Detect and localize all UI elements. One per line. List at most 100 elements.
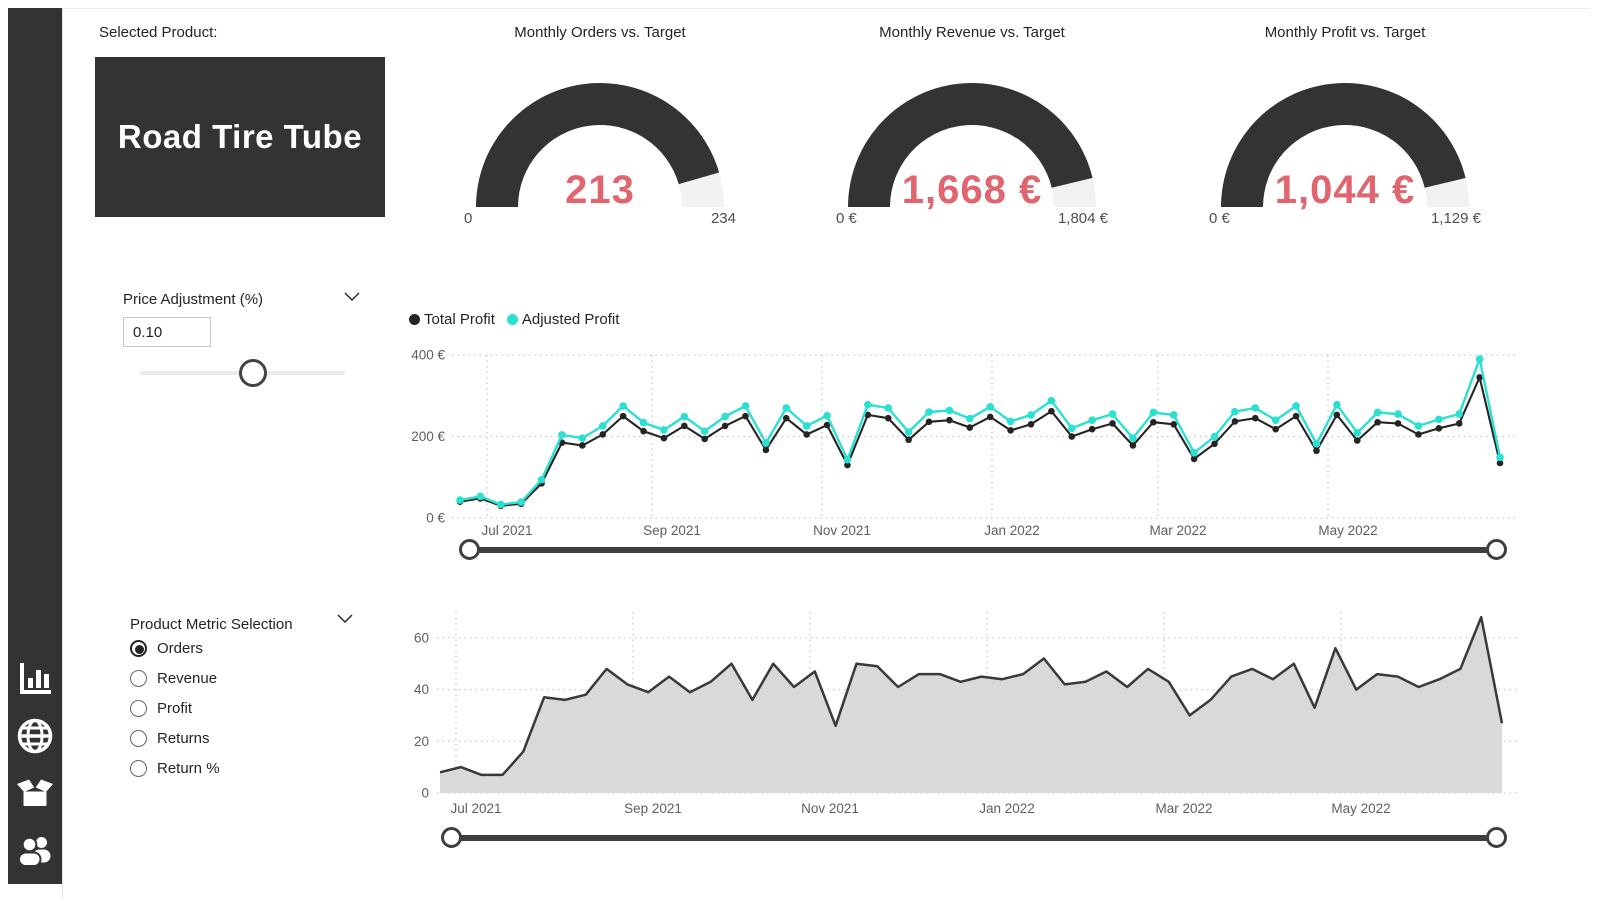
- total-profit-point[interactable]: [1292, 412, 1300, 420]
- total-profit-point[interactable]: [1007, 427, 1014, 434]
- total-profit-point[interactable]: [803, 431, 810, 438]
- total-profit-point[interactable]: [1272, 425, 1279, 433]
- total-profit-point[interactable]: [884, 414, 892, 422]
- total-profit-point[interactable]: [1068, 433, 1076, 440]
- total-profit-point[interactable]: [599, 431, 607, 438]
- adjusted-profit-point[interactable]: [680, 412, 689, 421]
- total-profit-point[interactable]: [1211, 440, 1218, 448]
- adjusted-profit-point[interactable]: [1027, 411, 1035, 419]
- total-profit-point[interactable]: [1231, 418, 1239, 425]
- adjusted-profit-point[interactable]: [1129, 434, 1137, 442]
- adjusted-profit-point[interactable]: [456, 496, 464, 504]
- adjusted-profit-point[interactable]: [1333, 400, 1341, 409]
- total-profit-point[interactable]: [1109, 420, 1116, 427]
- total-profit-point[interactable]: [782, 414, 790, 422]
- adjusted-profit-point[interactable]: [1190, 449, 1198, 457]
- globe-icon[interactable]: [13, 714, 57, 758]
- total-profit-point[interactable]: [681, 422, 688, 430]
- orders-area-shape[interactable]: [440, 617, 1502, 793]
- total-profit-point[interactable]: [1476, 374, 1483, 381]
- bar-chart-icon[interactable]: [13, 657, 57, 701]
- date-range-slider-track[interactable]: [452, 835, 1497, 841]
- adjusted-profit-line[interactable]: [459, 357, 1502, 506]
- profit-line-chart[interactable]: 0 € 200 € 400 € Jul 2021 Sep 2021 Nov 2021 Jan…: [395, 340, 1525, 540]
- adjusted-profit-point[interactable]: [966, 414, 974, 423]
- radio-option-orders[interactable]: Orders: [130, 640, 220, 657]
- total-profit-point[interactable]: [1415, 431, 1422, 438]
- total-profit-line[interactable]: [459, 376, 1502, 507]
- adjusted-profit-point[interactable]: [1353, 429, 1362, 437]
- adjusted-profit-point[interactable]: [558, 431, 566, 439]
- adjusted-profit-point[interactable]: [1292, 402, 1300, 410]
- total-profit-point[interactable]: [966, 424, 974, 431]
- radio-option-return-pct[interactable]: Return %: [130, 760, 220, 777]
- total-profit-point[interactable]: [1027, 420, 1035, 428]
- adjusted-profit-point[interactable]: [1414, 422, 1423, 430]
- adjusted-profit-point[interactable]: [619, 402, 627, 410]
- total-profit-point[interactable]: [946, 416, 953, 424]
- legend-item-adjusted-profit[interactable]: Adjusted Profit: [506, 311, 619, 328]
- radio-button[interactable]: [130, 760, 147, 777]
- total-profit-point[interactable]: [986, 413, 994, 421]
- total-profit-point[interactable]: [1170, 420, 1178, 428]
- adjusted-profit-point[interactable]: [1006, 417, 1015, 426]
- adjusted-profit-point[interactable]: [1067, 424, 1076, 433]
- radio-button[interactable]: [130, 700, 147, 717]
- legend-item-total-profit[interactable]: Total Profit: [409, 311, 495, 328]
- adjusted-profit-point[interactable]: [1149, 408, 1158, 417]
- adjusted-profit-point[interactable]: [782, 404, 791, 412]
- adjusted-profit-point[interactable]: [476, 492, 485, 501]
- radio-option-revenue[interactable]: Revenue: [130, 670, 220, 687]
- total-profit-point[interactable]: [1374, 418, 1381, 426]
- adjusted-profit-point[interactable]: [598, 422, 607, 430]
- total-profit-point[interactable]: [1048, 407, 1055, 415]
- total-profit-point[interactable]: [1435, 425, 1443, 432]
- total-profit-point[interactable]: [1129, 442, 1137, 449]
- total-profit-point[interactable]: [1496, 459, 1504, 467]
- adjusted-profit-point[interactable]: [1475, 355, 1484, 363]
- adjusted-profit-point[interactable]: [721, 412, 729, 421]
- chevron-down-icon[interactable]: [344, 292, 360, 301]
- adjusted-profit-point[interactable]: [537, 475, 546, 484]
- adjusted-profit-point[interactable]: [1251, 404, 1260, 412]
- total-profit-point[interactable]: [619, 412, 627, 420]
- total-profit-point[interactable]: [1455, 420, 1463, 427]
- total-profit-point[interactable]: [1313, 447, 1320, 455]
- adjusted-profit-point[interactable]: [741, 402, 750, 410]
- total-profit-point[interactable]: [1353, 437, 1361, 444]
- chevron-down-icon[interactable]: [337, 614, 353, 623]
- total-profit-point[interactable]: [1333, 411, 1341, 419]
- date-range-slider-left-handle[interactable]: [441, 827, 462, 848]
- adjusted-profit-point[interactable]: [496, 500, 505, 509]
- date-range-slider-right-handle[interactable]: [1486, 539, 1507, 560]
- adjusted-profit-point[interactable]: [925, 408, 933, 416]
- adjusted-profit-point[interactable]: [1088, 416, 1096, 424]
- total-profit-point[interactable]: [844, 461, 851, 469]
- total-profit-point[interactable]: [762, 446, 770, 454]
- total-profit-point[interactable]: [1088, 425, 1096, 433]
- adjusted-profit-point[interactable]: [578, 434, 587, 442]
- total-profit-point[interactable]: [721, 422, 729, 430]
- adjusted-profit-point[interactable]: [1231, 407, 1239, 416]
- total-profit-point[interactable]: [660, 434, 668, 442]
- date-range-slider-left-handle[interactable]: [459, 539, 480, 560]
- price-adjustment-input[interactable]: [123, 317, 211, 347]
- total-profit-point[interactable]: [640, 427, 647, 435]
- total-profit-point[interactable]: [1394, 420, 1402, 427]
- adjusted-profit-point[interactable]: [864, 400, 872, 409]
- adjusted-profit-point[interactable]: [762, 439, 770, 447]
- radio-button[interactable]: [130, 640, 147, 657]
- radio-option-returns[interactable]: Returns: [130, 730, 220, 747]
- orders-area-chart[interactable]: 0 20 40 60 Jul 2021 Sep 2021 Nov 2021 Jan 2022 M…: [395, 600, 1525, 830]
- radio-button[interactable]: [130, 730, 147, 747]
- total-profit-point[interactable]: [864, 411, 872, 419]
- total-profit-point[interactable]: [1150, 418, 1157, 426]
- adjusted-profit-point[interactable]: [1435, 415, 1443, 424]
- adjusted-profit-point[interactable]: [843, 455, 852, 464]
- adjusted-profit-point[interactable]: [1394, 410, 1402, 418]
- people-icon[interactable]: [13, 828, 57, 872]
- adjusted-profit-point[interactable]: [639, 418, 648, 427]
- box-icon[interactable]: [13, 771, 57, 815]
- total-profit-point[interactable]: [742, 412, 749, 420]
- adjusted-profit-point[interactable]: [1047, 396, 1056, 405]
